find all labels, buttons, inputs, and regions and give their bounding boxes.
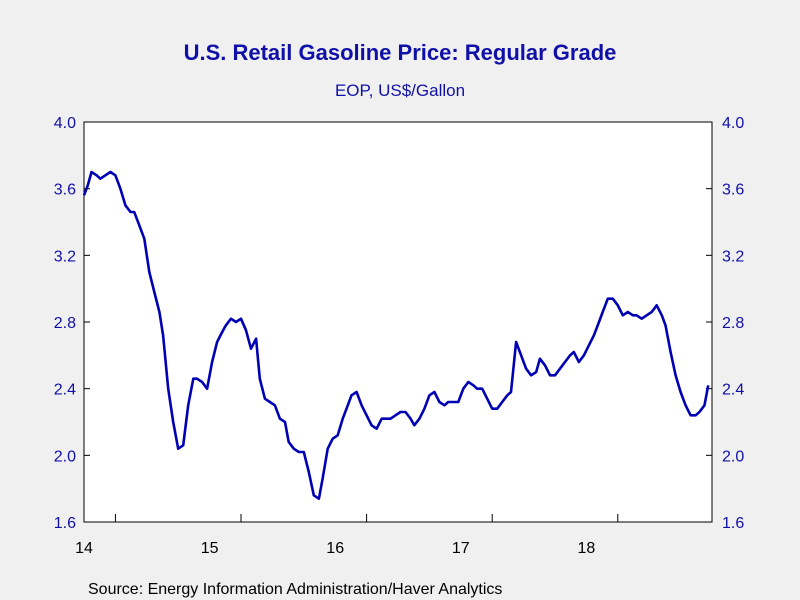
x-tick-label: 17 (452, 540, 470, 557)
y-tick-label-right: 2.8 (722, 315, 744, 332)
chart-subtitle: EOP, US$/Gallon (335, 81, 465, 100)
y-tick-label-left: 3.2 (54, 248, 76, 265)
plot-area (83, 121, 713, 523)
chart-title: U.S. Retail Gasoline Price: Regular Grad… (184, 40, 617, 65)
y-tick-label-right: 4.0 (722, 115, 744, 132)
series-line (82, 170, 710, 501)
y-tick-label-left: 4.0 (54, 115, 76, 132)
y-axis-left: 4.0 3.6 3.2 2.8 2.4 2.0 1.6 (54, 115, 90, 532)
y-axis-right: 4.0 3.6 3.2 2.8 2.4 2.0 1.6 (706, 115, 744, 532)
y-tick-label-right: 3.6 (722, 182, 744, 199)
y-tick-label-left: 3.6 (54, 182, 76, 199)
x-tick-label: 15 (201, 540, 219, 557)
y-tick-label-left: 2.4 (54, 382, 76, 399)
y-tick-label-right: 2.0 (722, 448, 744, 465)
x-axis: 14 15 16 17 18 (75, 514, 619, 557)
x-tick-label: 18 (578, 540, 596, 557)
x-tick-label: 16 (326, 540, 344, 557)
y-tick-label-right: 3.2 (722, 248, 744, 265)
y-tick-label-right: 1.6 (722, 515, 744, 532)
y-tick-label-left: 1.6 (54, 515, 76, 532)
x-tick-label: 14 (75, 540, 93, 557)
source-note: Source: Energy Information Administratio… (88, 581, 502, 598)
y-tick-label-left: 2.0 (54, 448, 76, 465)
y-tick-label-left: 2.8 (54, 315, 76, 332)
y-tick-label-right: 2.4 (722, 382, 744, 399)
